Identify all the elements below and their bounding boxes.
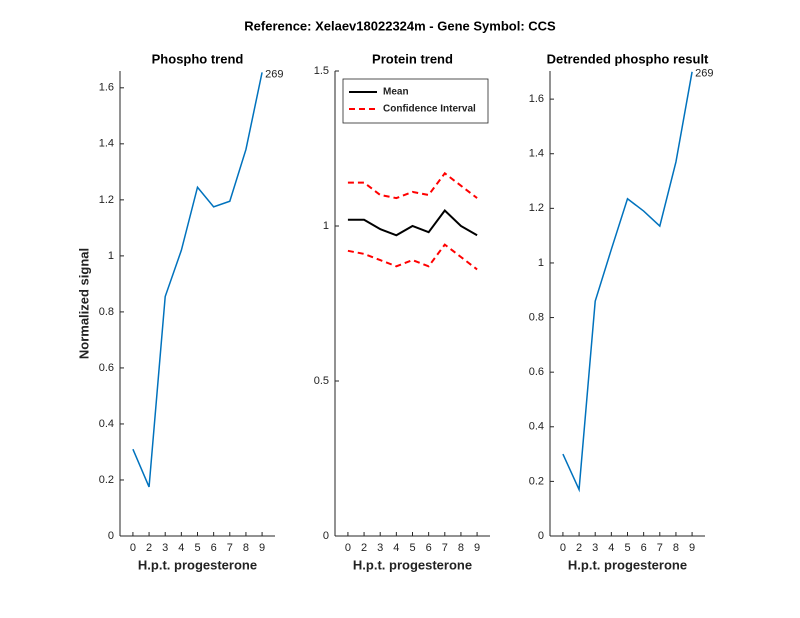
y-tick-label: 0 bbox=[538, 530, 544, 542]
y-tick-label: 0.6 bbox=[529, 366, 544, 378]
x-tick-label: 2 bbox=[146, 542, 152, 554]
x-tick-label: 9 bbox=[259, 542, 265, 554]
x-tick-label: 7 bbox=[442, 542, 448, 554]
figure-title: Reference: Xelaev18022324m - Gene Symbol… bbox=[244, 18, 556, 33]
x-tick-label: 2 bbox=[361, 542, 367, 554]
x-axis-label: H.p.t. progesterone bbox=[353, 557, 472, 572]
x-tick-label: 5 bbox=[409, 542, 415, 554]
y-tick-label: 1 bbox=[108, 250, 114, 262]
y-tick-label: 0 bbox=[323, 530, 329, 542]
y-tick-label: 1.2 bbox=[99, 194, 114, 206]
data-line bbox=[347, 171, 478, 200]
x-tick-label: 3 bbox=[592, 542, 598, 554]
x-tick-label: 3 bbox=[377, 542, 383, 554]
y-tick-label: 0.6 bbox=[99, 362, 114, 374]
y-axis-label: Normalized signal bbox=[76, 248, 91, 359]
x-tick-label: 0 bbox=[560, 542, 566, 554]
axis-title: Detrended phospho result bbox=[547, 51, 709, 66]
x-tick-label: 8 bbox=[243, 542, 249, 554]
data-line bbox=[562, 71, 693, 493]
y-tick-label: 1.6 bbox=[529, 93, 544, 105]
x-tick-label: 9 bbox=[689, 542, 695, 554]
data-line bbox=[347, 243, 478, 271]
y-tick-label: 0.4 bbox=[529, 421, 544, 433]
y-tick-label: 0 bbox=[108, 530, 114, 542]
legend-box bbox=[342, 78, 489, 124]
annotation: 269 bbox=[265, 68, 283, 80]
x-tick-label: 0 bbox=[130, 542, 136, 554]
y-tick-label: 1.4 bbox=[529, 148, 544, 160]
y-tick-label: 0.5 bbox=[314, 375, 329, 387]
x-tick-label: 0 bbox=[345, 542, 351, 554]
x-tick-label: 5 bbox=[624, 542, 630, 554]
x-tick-label: 6 bbox=[211, 542, 217, 554]
x-axis-label: H.p.t. progesterone bbox=[568, 557, 687, 572]
x-tick-label: 9 bbox=[474, 542, 480, 554]
y-tick-label: 0.2 bbox=[99, 474, 114, 486]
y-tick-label: 1.6 bbox=[99, 82, 114, 94]
y-tick-label: 1.5 bbox=[314, 65, 329, 77]
x-tick-label: 2 bbox=[576, 542, 582, 554]
axis-title: Protein trend bbox=[372, 51, 453, 66]
annotation: 269 bbox=[695, 68, 713, 80]
y-tick-label: 0.8 bbox=[99, 306, 114, 318]
x-tick-label: 5 bbox=[194, 542, 200, 554]
x-tick-label: 7 bbox=[657, 542, 663, 554]
axis-title: Phospho trend bbox=[152, 51, 244, 66]
x-tick-label: 6 bbox=[426, 542, 432, 554]
x-tick-label: 4 bbox=[178, 542, 184, 554]
x-tick-label: 3 bbox=[162, 542, 168, 554]
x-tick-label: 8 bbox=[458, 542, 464, 554]
y-tick-label: 1.2 bbox=[529, 202, 544, 214]
data-line bbox=[347, 208, 478, 237]
x-tick-label: 4 bbox=[608, 542, 614, 554]
x-tick-label: 7 bbox=[227, 542, 233, 554]
x-tick-label: 6 bbox=[641, 542, 647, 554]
x-tick-label: 4 bbox=[393, 542, 399, 554]
legend-label: Mean bbox=[383, 87, 409, 98]
x-tick-label: 8 bbox=[673, 542, 679, 554]
y-tick-label: 0.2 bbox=[529, 475, 544, 487]
y-tick-label: 1 bbox=[538, 257, 544, 269]
y-tick-label: 1.4 bbox=[99, 138, 114, 150]
y-tick-label: 1 bbox=[323, 220, 329, 232]
y-tick-label: 0.8 bbox=[529, 311, 544, 323]
x-axis-label: H.p.t. progesterone bbox=[138, 557, 257, 572]
data-line bbox=[132, 72, 263, 488]
legend-label: Confidence Interval bbox=[383, 104, 476, 115]
y-tick-label: 0.4 bbox=[99, 418, 114, 430]
